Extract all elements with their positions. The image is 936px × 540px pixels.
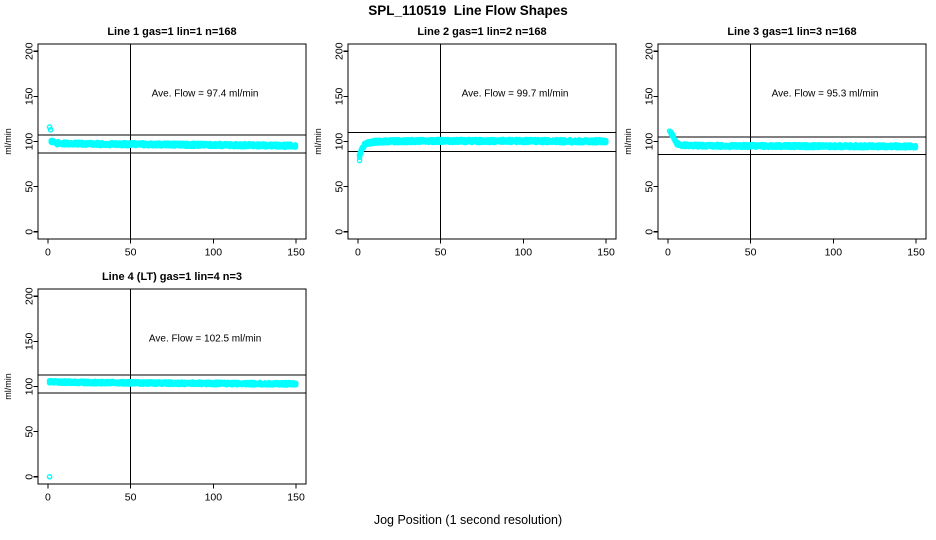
data-points [356,136,609,164]
y-axis-title: ml/min [623,128,633,155]
x-tick-label: 100 [825,247,843,259]
outlier-point [46,473,53,480]
y-axis-title: ml/min [313,128,323,155]
panel-title: Line 2 gas=1 lin=2 n=168 [417,26,546,38]
x-tick-label: 0 [45,247,51,259]
ave-flow-annotation: Ave. Flow = 95.3 ml/min [772,88,879,99]
y-tick-label: 0 [334,229,346,235]
y-tick-label: 200 [644,42,656,60]
y-tick-label: 150 [644,87,656,105]
x-tick-label: 50 [745,247,757,259]
panel-3-plot: 0 50 100 150 0 50 100 150 200 ml/min Line 3 gas=1 … [623,26,927,259]
panel-line-2: 0 50 100 150 0 50 100 150 200 ml/min Line 2 gas=1 … [310,22,632,268]
axis-box [657,43,927,240]
y-tick-label: 200 [334,42,346,60]
reference-lines [658,44,926,239]
y-tick-label: 50 [644,181,656,193]
x-tick-label: 150 [287,492,305,504]
y-tick-label: 0 [644,229,656,235]
y-axis-title: ml/min [3,128,13,155]
chart-title: SPL_110519 Line Flow Shapes [368,3,568,18]
panel-1-plot: 0 50 100 150 0 50 100 150 200 ml/min Line 1 gas=1 … [3,26,307,259]
y-tick-label: 100 [24,133,36,151]
outlier-point [356,157,363,164]
y-tick-label: 0 [24,229,36,235]
y-tick-label: 200 [24,42,36,60]
x-axis: 0 50 100 150 [45,239,305,259]
y-axis: 0 50 100 150 200 [644,42,658,235]
data-points [46,124,299,150]
y-tick-label: 50 [334,181,346,193]
y-tick-label: 0 [24,474,36,480]
y-tick-label: 200 [24,287,36,305]
ave-flow-annotation: Ave. Flow = 99.7 ml/min [462,88,569,99]
y-axis-title: ml/min [3,373,13,400]
x-tick-label: 150 [907,247,925,259]
x-axis: 0 50 100 150 [355,239,615,259]
x-tick-label: 50 [125,247,137,259]
panel-title: Line 4 (LT) gas=1 lin=4 n=3 [102,271,242,283]
panel-line-1: 0 50 100 150 0 50 100 150 200 ml/min Line 1 gas=1 … [0,22,322,268]
data-points [666,128,919,151]
data-points [46,377,299,480]
y-axis: 0 50 100 150 200 [24,42,38,235]
y-axis: 0 50 100 150 200 [24,287,38,480]
panel-line-4: 0 50 100 150 0 50 100 150 200 ml/min Line 4 (LT) g… [0,267,322,513]
panel-2-plot: 0 50 100 150 0 50 100 150 200 ml/min Line 2 gas=1 … [313,26,617,259]
x-axis: 0 50 100 150 [45,484,305,504]
x-tick-label: 100 [205,492,223,504]
x-tick-label: 0 [45,492,51,504]
x-tick-label: 0 [665,247,671,259]
x-tick-label: 150 [287,247,305,259]
x-tick-label: 50 [435,247,447,259]
ave-flow-annotation: Ave. Flow = 97.4 ml/min [152,88,259,99]
panel-title: Line 3 gas=1 lin=3 n=168 [727,26,856,38]
x-tick-label: 100 [515,247,533,259]
y-tick-label: 150 [24,332,36,350]
y-tick-label: 50 [24,181,36,193]
y-tick-label: 150 [334,87,346,105]
outlier-point [46,124,53,130]
x-tick-label: 100 [205,247,223,259]
y-tick-label: 100 [334,133,346,151]
x-axis: 0 50 100 150 [665,239,925,259]
x-tick-label: 50 [125,492,137,504]
y-tick-label: 100 [24,378,36,396]
y-tick-label: 150 [24,87,36,105]
x-tick-label: 0 [355,247,361,259]
outlier-point [47,126,54,133]
y-tick-label: 100 [644,133,656,151]
x-tick-label: 150 [597,247,615,259]
panel-title: Line 1 gas=1 lin=1 n=168 [107,26,236,38]
x-axis-label: Jog Position (1 second resolution) [373,513,563,527]
panel-line-3: 0 50 100 150 0 50 100 150 200 ml/min Line 3 gas=1 … [620,22,936,268]
y-tick-label: 50 [24,426,36,438]
ave-flow-annotation: Ave. Flow = 102.5 ml/min [149,333,261,344]
y-axis: 0 50 100 150 200 [334,42,348,235]
panel-4-plot: 0 50 100 150 0 50 100 150 200 ml/min Line 4 (LT) g… [3,271,307,504]
